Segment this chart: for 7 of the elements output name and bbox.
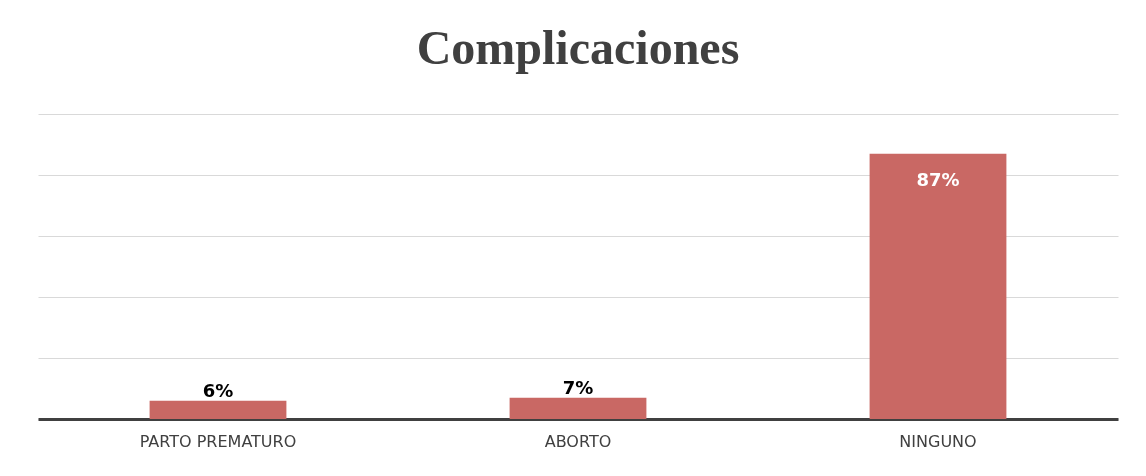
- data-label: 7%: [562, 376, 594, 398]
- data-label: 6%: [202, 379, 234, 401]
- chart-title: Complicaciones: [416, 21, 740, 74]
- x-tick-label: NINGUNO: [899, 431, 977, 451]
- x-tick-label: PARTO PREMATURO: [139, 431, 297, 451]
- x-tick-label: ABORTO: [544, 431, 612, 451]
- data-label: 87%: [916, 168, 960, 190]
